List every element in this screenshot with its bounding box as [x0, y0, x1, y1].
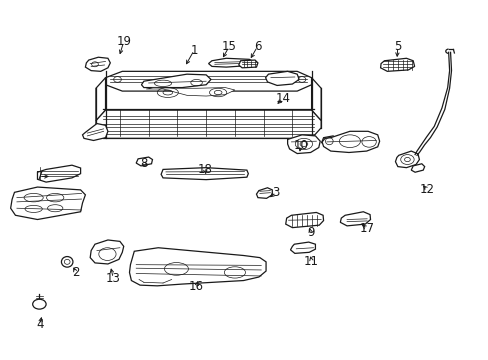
Polygon shape [285, 212, 323, 228]
Polygon shape [322, 131, 379, 153]
Polygon shape [90, 240, 123, 264]
Text: 9: 9 [306, 226, 314, 239]
Text: 19: 19 [116, 35, 131, 48]
Polygon shape [96, 110, 321, 138]
Polygon shape [265, 71, 299, 85]
Polygon shape [380, 58, 414, 71]
Text: 16: 16 [189, 280, 203, 293]
Polygon shape [11, 187, 85, 220]
Polygon shape [136, 157, 152, 166]
Polygon shape [321, 136, 336, 146]
Text: 11: 11 [304, 255, 319, 267]
Text: 8: 8 [140, 157, 147, 170]
Text: 17: 17 [359, 222, 374, 235]
Text: 6: 6 [253, 40, 261, 53]
Polygon shape [82, 123, 108, 140]
Polygon shape [96, 78, 105, 121]
Polygon shape [146, 87, 234, 96]
Text: 14: 14 [275, 93, 290, 105]
Text: 2: 2 [72, 266, 80, 279]
Text: 5: 5 [393, 40, 401, 53]
Polygon shape [290, 242, 315, 253]
Polygon shape [311, 78, 321, 121]
Text: 10: 10 [293, 139, 308, 152]
Polygon shape [395, 151, 419, 168]
Ellipse shape [33, 299, 46, 309]
Text: 7: 7 [36, 170, 43, 183]
Polygon shape [38, 165, 81, 182]
Polygon shape [208, 58, 254, 67]
Polygon shape [85, 57, 110, 71]
Text: 13: 13 [105, 271, 121, 284]
Text: 4: 4 [36, 318, 43, 331]
Polygon shape [340, 212, 370, 226]
Text: 3: 3 [272, 186, 279, 199]
Text: 15: 15 [221, 40, 236, 53]
Polygon shape [129, 248, 265, 286]
Polygon shape [34, 300, 44, 309]
Polygon shape [105, 71, 311, 91]
Polygon shape [161, 168, 248, 180]
Polygon shape [256, 188, 272, 198]
Polygon shape [287, 135, 320, 154]
Polygon shape [410, 164, 424, 172]
Polygon shape [141, 74, 210, 87]
Text: 12: 12 [419, 183, 434, 196]
Text: 1: 1 [190, 44, 198, 57]
Ellipse shape [61, 257, 73, 267]
Polygon shape [238, 60, 257, 68]
Text: 18: 18 [197, 163, 212, 176]
